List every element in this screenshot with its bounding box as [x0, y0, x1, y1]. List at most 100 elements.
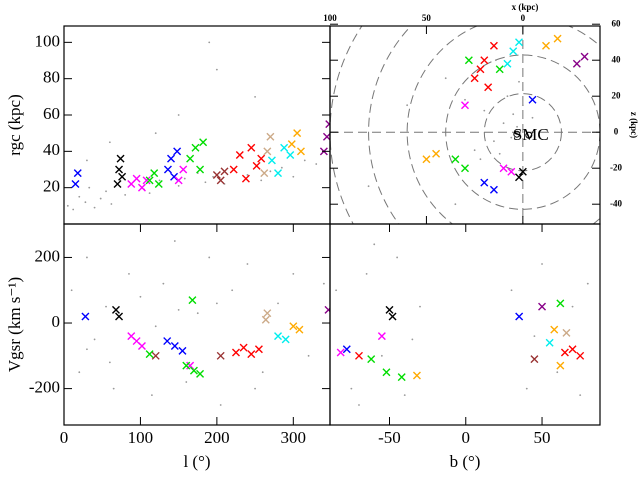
y-tick-label: 200 [35, 246, 61, 265]
data-point [261, 371, 264, 374]
data-point [509, 47, 518, 56]
data-point [556, 371, 559, 374]
data-point [208, 41, 211, 44]
data-point [503, 59, 512, 68]
data-point [315, 163, 318, 165]
data-point [528, 95, 537, 104]
data-point [541, 263, 543, 265]
data-point [208, 256, 211, 259]
y-axis-label: rgc (kpc) [5, 94, 24, 156]
data-point [239, 343, 248, 352]
data-point [432, 149, 441, 158]
x-tick-label: 0 [462, 428, 471, 447]
data-point [254, 95, 256, 98]
y-tick-label: 20 [612, 90, 622, 100]
y-tick-label: 60 [612, 18, 622, 28]
data-point [182, 361, 191, 370]
data-point [113, 180, 122, 189]
data-point [196, 369, 205, 378]
y-tick-label: -20 [610, 162, 622, 172]
data-point [464, 56, 473, 65]
marker-circle [513, 130, 521, 138]
data-point [241, 174, 250, 183]
data-point [303, 159, 306, 162]
data-point [137, 183, 146, 192]
data-point [292, 175, 295, 178]
data-point [286, 150, 295, 159]
data-point [538, 302, 547, 311]
data-point [296, 147, 305, 156]
data-point [73, 169, 82, 178]
data-point [116, 154, 125, 163]
data-point [93, 206, 96, 209]
data-point [269, 170, 272, 173]
data-point [406, 104, 409, 107]
data-point [162, 282, 165, 285]
data-point [235, 150, 244, 159]
data-point [324, 305, 330, 314]
data-point [494, 59, 497, 62]
data-point [142, 176, 151, 185]
data-point [277, 302, 279, 305]
data-point [515, 312, 524, 321]
data-point [274, 332, 283, 341]
data-point [380, 354, 383, 357]
data-point [411, 338, 414, 341]
data-point [325, 120, 330, 129]
data-point [502, 122, 505, 125]
data-point [365, 272, 368, 275]
data-point [158, 179, 161, 182]
data-point [108, 141, 111, 144]
data-point [188, 296, 197, 305]
data-point [167, 154, 176, 163]
y-tick-label: 40 [612, 54, 622, 64]
plot-area [335, 243, 589, 406]
data-point [189, 366, 198, 375]
plot-area [330, 26, 600, 224]
data-point [263, 147, 272, 156]
data-point [154, 325, 157, 328]
data-point [464, 98, 466, 101]
frame [63, 25, 331, 225]
data-point [148, 192, 151, 195]
data-point [422, 155, 431, 164]
data-point [154, 180, 163, 189]
x-axis-label: x (kpc) [512, 2, 539, 12]
data-point [336, 348, 345, 357]
y-tick-label: 100 [35, 31, 61, 50]
data-point [71, 180, 80, 189]
data-point [261, 315, 270, 324]
data-point [254, 345, 263, 354]
data-point [377, 332, 386, 341]
data-point [373, 243, 376, 246]
data-point [412, 371, 421, 380]
x-tick-label: 0 [60, 428, 69, 447]
data-point [105, 305, 107, 308]
x-tick-label: 0 [521, 13, 526, 23]
data-point [576, 351, 585, 360]
data-point [274, 169, 283, 178]
data-point [263, 309, 272, 318]
data-point [219, 404, 222, 406]
data-point [93, 338, 96, 341]
data-point [111, 305, 120, 314]
data-point [257, 154, 266, 163]
data-point [530, 355, 539, 364]
annotation: SMC [513, 125, 549, 144]
data-point [266, 132, 275, 141]
data-point [78, 371, 81, 374]
plot-area [66, 41, 330, 211]
frame [63, 223, 331, 426]
data-point [185, 381, 188, 383]
data-point [515, 38, 523, 47]
data-point [489, 185, 498, 194]
data-point [186, 361, 195, 370]
data-point [556, 299, 565, 308]
data-point [199, 138, 208, 147]
data-point [177, 114, 180, 116]
data-point [403, 394, 406, 397]
x-tick-label: 50 [534, 428, 551, 447]
data-point [183, 177, 186, 180]
data-point [216, 176, 225, 185]
data-point [139, 295, 142, 298]
